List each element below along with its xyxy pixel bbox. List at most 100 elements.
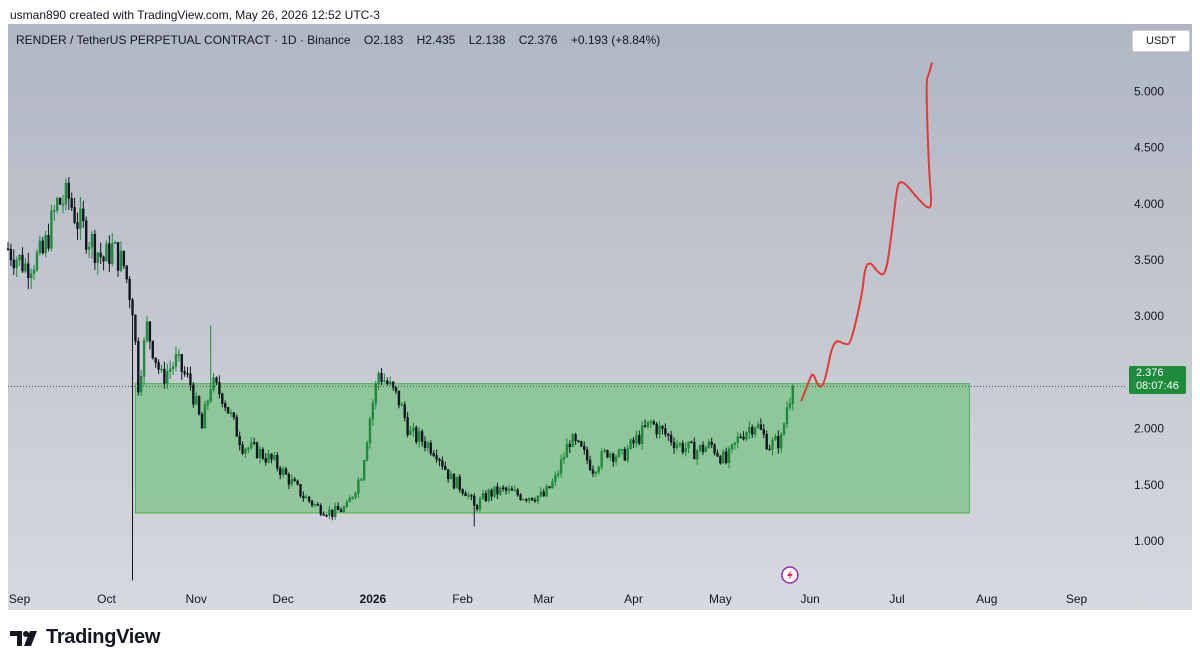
candle bbox=[730, 443, 734, 454]
candle-body bbox=[154, 357, 157, 363]
candle bbox=[195, 391, 198, 406]
candle bbox=[548, 486, 551, 489]
candle bbox=[29, 268, 33, 290]
x-tick-label: Mar bbox=[533, 592, 554, 606]
candle bbox=[84, 216, 88, 254]
candle bbox=[87, 242, 91, 258]
candle-body bbox=[759, 424, 763, 430]
candle-body bbox=[580, 441, 583, 447]
candle bbox=[305, 494, 308, 499]
candle bbox=[655, 421, 658, 439]
candle-body bbox=[548, 486, 551, 489]
candle-body bbox=[56, 198, 59, 211]
candle bbox=[137, 337, 140, 396]
candle bbox=[334, 502, 337, 520]
candle bbox=[47, 223, 50, 252]
candle-body bbox=[365, 442, 369, 461]
candle-body bbox=[736, 436, 739, 443]
candle-body bbox=[116, 242, 120, 271]
candle-body bbox=[533, 499, 537, 502]
candle-body bbox=[90, 233, 94, 248]
candle bbox=[710, 437, 713, 449]
candle bbox=[690, 440, 693, 444]
candle-body bbox=[111, 243, 114, 264]
candle-body bbox=[386, 380, 389, 385]
candle bbox=[221, 392, 224, 408]
candle-body bbox=[473, 495, 476, 506]
candle bbox=[111, 233, 114, 267]
candle bbox=[241, 441, 244, 456]
candle-body bbox=[64, 182, 68, 205]
lightning-icon[interactable] bbox=[781, 566, 799, 584]
candle bbox=[475, 503, 479, 512]
symbol-legend: RENDER / TetherUS PERPETUAL CONTRACT · 1… bbox=[16, 33, 660, 47]
candle-body bbox=[258, 449, 262, 459]
candle bbox=[693, 437, 696, 460]
candle-body bbox=[255, 442, 259, 459]
candle bbox=[574, 432, 577, 445]
candle-body bbox=[753, 427, 757, 435]
candle-body bbox=[273, 455, 276, 460]
candle-body bbox=[113, 242, 117, 244]
x-tick-label: Sep bbox=[1066, 592, 1088, 606]
candle bbox=[600, 448, 603, 471]
candle-body bbox=[707, 441, 710, 448]
candle-body bbox=[568, 444, 571, 448]
last-price-badge: 2.376 08:07:46 bbox=[1129, 366, 1186, 394]
candle bbox=[397, 390, 401, 409]
candle-body bbox=[432, 453, 435, 456]
candle-body bbox=[528, 497, 531, 501]
candle-body bbox=[418, 431, 421, 443]
lightning-bolt bbox=[786, 570, 793, 580]
candle-body bbox=[693, 441, 696, 460]
candle-body bbox=[41, 240, 44, 254]
candle-body bbox=[310, 500, 314, 506]
candle-body bbox=[496, 486, 499, 495]
candle-body bbox=[551, 481, 554, 489]
candle-body bbox=[325, 514, 328, 517]
candle bbox=[168, 360, 172, 379]
candle-body bbox=[232, 412, 236, 418]
candle-body bbox=[96, 252, 99, 263]
candle bbox=[487, 488, 490, 503]
candle bbox=[438, 457, 441, 467]
candle-body bbox=[583, 445, 586, 451]
candle bbox=[499, 486, 502, 496]
candle bbox=[336, 502, 340, 511]
ohlc-open: O2.183 bbox=[363, 33, 404, 47]
candle-body bbox=[296, 480, 299, 485]
candle-body bbox=[751, 426, 754, 435]
candle-body bbox=[542, 491, 545, 497]
candle-body bbox=[403, 404, 406, 418]
candle-body bbox=[669, 435, 673, 443]
x-tick-label: Jun bbox=[800, 592, 819, 606]
tradingview-brand[interactable]: TradingView bbox=[10, 626, 160, 649]
candle bbox=[785, 401, 789, 429]
candle-body bbox=[727, 448, 731, 464]
candle bbox=[9, 243, 13, 266]
candle bbox=[12, 249, 15, 275]
candle-body bbox=[452, 473, 456, 489]
candle-body bbox=[640, 425, 644, 444]
candle-body bbox=[646, 421, 650, 427]
candle-body bbox=[70, 198, 73, 208]
candle bbox=[362, 459, 366, 482]
candle-body bbox=[391, 381, 395, 388]
currency-button[interactable]: USDT bbox=[1132, 30, 1190, 52]
candle bbox=[6, 241, 10, 251]
candle bbox=[377, 371, 380, 391]
candle-body bbox=[745, 432, 748, 440]
candle-body bbox=[464, 492, 467, 497]
candle-body bbox=[756, 424, 760, 428]
candle-body bbox=[276, 455, 279, 469]
candle bbox=[391, 381, 395, 391]
candle-body bbox=[21, 254, 24, 272]
candle-body bbox=[782, 423, 786, 435]
candle-body bbox=[519, 494, 522, 501]
candle bbox=[342, 505, 346, 514]
candle-body bbox=[774, 436, 777, 441]
candle bbox=[403, 401, 406, 422]
candle-body bbox=[397, 390, 401, 406]
candle bbox=[105, 240, 108, 262]
